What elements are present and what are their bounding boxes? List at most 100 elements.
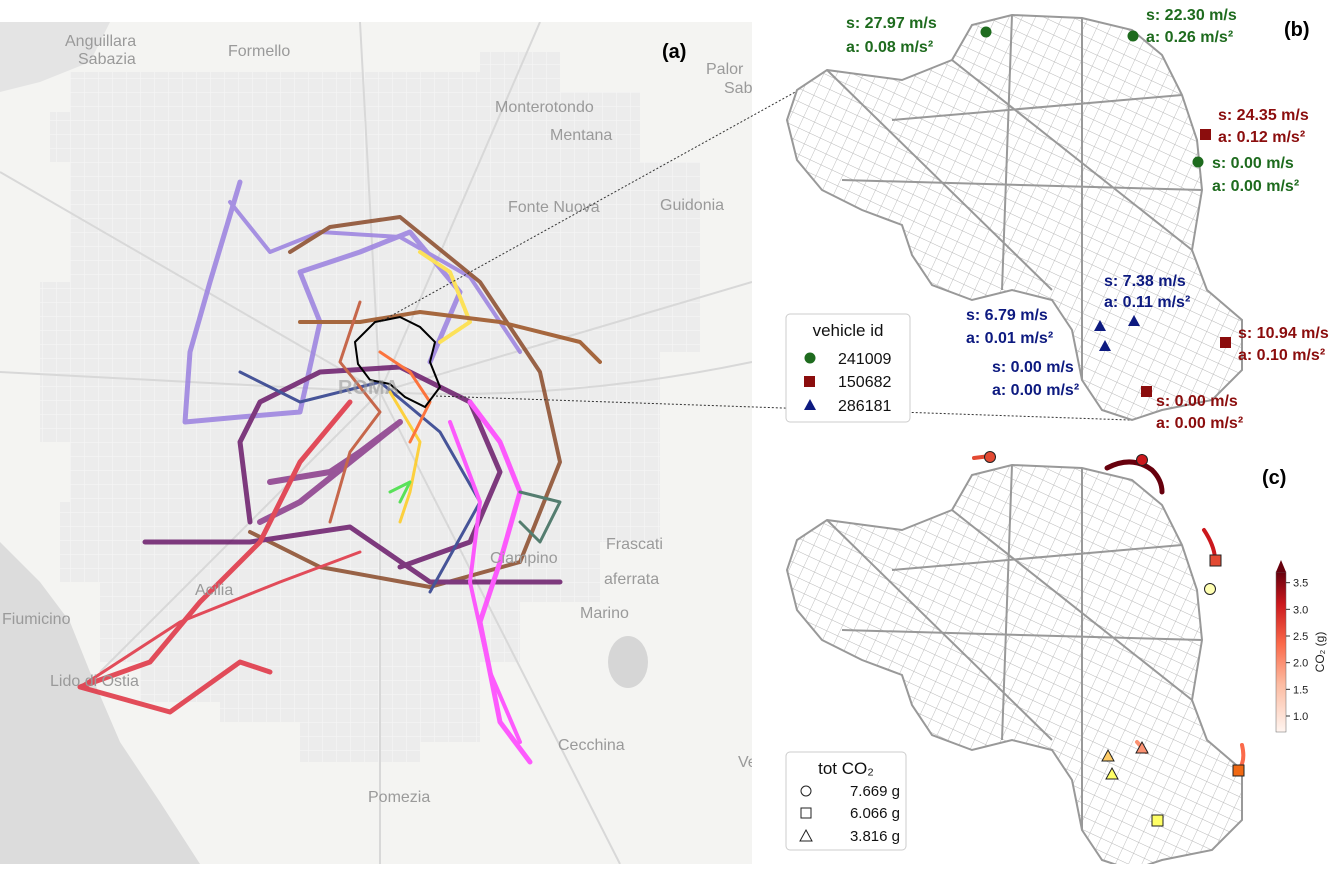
- marker-150682-2: [1220, 337, 1231, 348]
- co2-marker-square-3: [1151, 814, 1164, 827]
- lake-albano: [608, 636, 648, 688]
- colorbar-tick-label: 1.0: [1293, 711, 1308, 723]
- marker-286181-1: [1094, 320, 1106, 331]
- co2-markers: [984, 451, 1245, 827]
- panel-bc: s: 27.97 m/s a: 0.08 m/s² s: 22.30 m/s a…: [752, 0, 1344, 869]
- co2-legend-circle-icon: [800, 785, 812, 797]
- marker-286181-3: [1128, 315, 1140, 326]
- legend-square-icon: [804, 376, 815, 387]
- marker-286181-2: [1099, 340, 1111, 351]
- legend-triangle-icon: [804, 399, 816, 410]
- co2-legend-triangle-icon: [799, 828, 813, 842]
- co2-legend-square-icon: [800, 807, 812, 819]
- ann-6-accel: a: 0.01 m/s²: [966, 330, 1053, 347]
- marker-241009-1: [980, 26, 992, 38]
- place-pomezia: Pomezia: [368, 789, 430, 806]
- ann-5-accel: a: 0.11 m/s²: [1104, 294, 1190, 311]
- place-ciampino: Ciampino: [490, 550, 558, 567]
- ann-8-accel: a: 0.00 m/s²: [992, 382, 1079, 399]
- panel-a-map: Anguillara Sabazia Formello Monterotondo…: [0, 21, 757, 865]
- panel-label-b: (b): [1284, 19, 1310, 41]
- co2-legend-box: [785, 751, 907, 851]
- place-guidonia: Guidonia: [660, 197, 724, 214]
- place-roma: ROMA: [338, 377, 399, 399]
- legend-circle-icon: [804, 352, 816, 364]
- vehicle-legend: vehicle id 241009 150682 286181: [785, 313, 911, 423]
- ann-6-speed: s: 6.79 m/s: [966, 307, 1048, 324]
- sea: [0, 542, 200, 864]
- rome-trajectory-map: Anguillara Sabazia Formello Monterotondo…: [0, 21, 757, 865]
- ann-7-speed: s: 10.94 m/s: [1238, 325, 1329, 342]
- colorbar-tick-label: 1.5: [1293, 684, 1308, 696]
- ann-1-speed: s: 27.97 m/s: [846, 15, 937, 32]
- ann-3-accel: a: 0.12 m/s²: [1218, 129, 1305, 146]
- colorbar-extend-arrow: [1276, 560, 1286, 572]
- place-palor: Palor: [706, 61, 744, 78]
- place-acilia: Acilia: [195, 582, 233, 599]
- ann-4-accel: a: 0.00 m/s²: [1212, 178, 1299, 195]
- ann-9-accel: a: 0.00 m/s²: [1156, 415, 1243, 432]
- markers-b: [980, 26, 1231, 397]
- place-sab: Sab: [724, 80, 752, 97]
- ann-5-speed: s: 7.38 m/s: [1104, 273, 1186, 290]
- ann-1-accel: a: 0.08 m/s²: [846, 39, 933, 56]
- co2-marker-triangle-1: [1101, 748, 1115, 762]
- ann-9-speed: s: 0.00 m/s: [1156, 393, 1238, 410]
- place-fiumicino: Fiumicino: [2, 611, 71, 628]
- lake-bracciano: [0, 22, 110, 92]
- ann-7-accel: a: 0.10 m/s²: [1238, 347, 1325, 364]
- ann-4-speed: s: 0.00 m/s: [1212, 155, 1294, 172]
- place-formello: Formello: [228, 43, 290, 60]
- co2-marker-square-1: [1209, 554, 1222, 567]
- place-labels: Anguillara Sabazia Formello Monterotondo…: [2, 33, 757, 806]
- place-lido: Lido di Ostia: [50, 673, 139, 690]
- colorbar-ticks: 1.0 1.5 2.0 2.5 3.0 3.5: [1286, 578, 1308, 723]
- co2-marker-triangle-2: [1105, 766, 1119, 780]
- co2-legend-title: tot CO₂: [818, 759, 874, 778]
- co2-marker-square-2: [1232, 764, 1245, 777]
- vehicle-legend-title: vehicle id: [813, 321, 884, 340]
- study-area-outline: [353, 315, 442, 409]
- vehicle-trajectories: [77, 179, 602, 765]
- legend-id-2: 150682: [838, 374, 891, 391]
- colorbar-label: CO₂ (g): [1313, 632, 1327, 673]
- colorbar-tick-label: 3.0: [1293, 604, 1308, 616]
- co2-marker-circle-3: [1204, 583, 1216, 595]
- colorbar-tick-label: 2.0: [1293, 658, 1308, 670]
- marker-241009-2: [1127, 30, 1139, 42]
- vehicle-legend-box: [785, 313, 911, 423]
- connector-top: [379, 74, 827, 323]
- ann-8-speed: s: 0.00 m/s: [992, 359, 1074, 376]
- co2-legend-value-2: 6.066 g: [850, 805, 900, 822]
- street-network-b: [786, 14, 1243, 421]
- marker-150682-3: [1141, 386, 1152, 397]
- co2-legend: tot CO₂ 7.669 g 6.066 g 3.816 g: [785, 751, 907, 851]
- ann-3-speed: s: 24.35 m/s: [1218, 107, 1309, 124]
- legend-id-3: 286181: [838, 398, 891, 415]
- place-marino: Marino: [580, 605, 629, 622]
- co2-legend-value-3: 3.816 g: [850, 828, 900, 845]
- panel-bc-svg: s: 27.97 m/s a: 0.08 m/s² s: 22.30 m/s a…: [785, 7, 1329, 869]
- co2-marker-triangle-3: [1135, 740, 1149, 754]
- place-sabazia: Sabazia: [78, 51, 136, 68]
- marker-150682-1: [1200, 129, 1211, 140]
- co2-colorbar: 1.0 1.5 2.0 2.5 3.0 3.5 CO₂ (g): [1275, 560, 1327, 733]
- co2-marker-circle-1: [984, 451, 996, 463]
- marker-241009-3: [1192, 156, 1204, 168]
- place-anguillara: Anguillara: [65, 33, 136, 50]
- ann-2-accel: a: 0.26 m/s²: [1146, 29, 1233, 46]
- annotations-b: s: 27.97 m/s a: 0.08 m/s² s: 22.30 m/s a…: [846, 7, 1329, 432]
- colorbar-tick-label: 2.5: [1293, 631, 1308, 643]
- place-mentana: Mentana: [550, 127, 612, 144]
- roads: [0, 21, 753, 865]
- place-monterotondo: Monterotondo: [495, 99, 594, 116]
- co2-marker-circle-2: [1136, 454, 1148, 466]
- co2-legend-value-1: 7.669 g: [850, 783, 900, 800]
- colorbar-gradient: [1275, 571, 1287, 733]
- ann-2-speed: s: 22.30 m/s: [1146, 7, 1237, 24]
- place-frascati: Frascati: [606, 536, 663, 553]
- colorbar-tick-label: 3.5: [1293, 578, 1308, 590]
- legend-id-1: 241009: [838, 351, 891, 368]
- place-aferrata: aferrata: [604, 571, 659, 588]
